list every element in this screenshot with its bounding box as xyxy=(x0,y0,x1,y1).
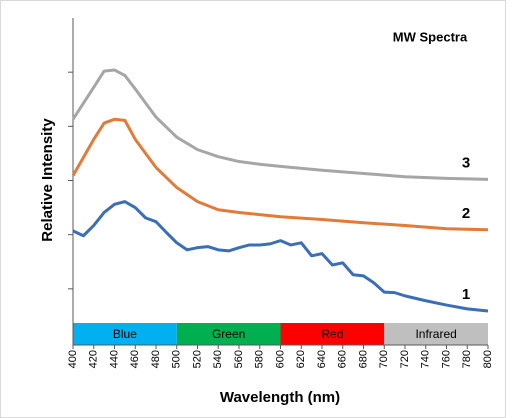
x-tick-label: 400 xyxy=(67,350,79,368)
spectrum-band xyxy=(73,323,177,345)
spectrum-band xyxy=(384,323,488,345)
x-axis-label: Wavelength (nm) xyxy=(220,389,340,406)
x-tick-label: 780 xyxy=(461,350,473,368)
chart-title: MW Spectra xyxy=(393,29,468,44)
x-tick-label: 540 xyxy=(212,350,224,368)
x-tick-label: 800 xyxy=(482,350,494,368)
band-label: Infrared xyxy=(415,327,456,341)
x-tick-label: 640 xyxy=(316,350,328,368)
series-line xyxy=(72,200,489,313)
x-tick-label: 560 xyxy=(233,350,245,368)
band-label: Red xyxy=(321,327,343,341)
series-line xyxy=(71,68,489,181)
x-tick-label: 480 xyxy=(150,350,162,368)
x-tick-label: 760 xyxy=(440,350,452,368)
x-tick-label: 420 xyxy=(88,350,100,368)
series-label: 3 xyxy=(462,154,470,171)
band-label: Green xyxy=(212,327,245,341)
x-tick-label: 500 xyxy=(171,350,183,368)
series-line xyxy=(71,117,489,232)
series-label: 1 xyxy=(462,286,470,303)
x-tick-label: 620 xyxy=(295,350,307,368)
spectrum-band xyxy=(280,323,385,345)
x-tick-label: 440 xyxy=(108,350,120,368)
x-tick-label: 720 xyxy=(399,350,411,368)
series-label: 2 xyxy=(462,205,470,222)
x-tick-label: 600 xyxy=(274,350,286,368)
x-tick-label: 580 xyxy=(254,350,266,368)
x-tick-label: 700 xyxy=(378,350,390,368)
spectrum-band xyxy=(176,323,281,345)
x-tick-label: 520 xyxy=(191,350,203,368)
x-tick-label: 460 xyxy=(129,350,141,368)
x-tick-label: 680 xyxy=(357,350,369,368)
x-tick-label: 660 xyxy=(337,350,349,368)
y-axis-label: Relative Intensity xyxy=(39,118,56,242)
x-tick-label: 740 xyxy=(420,350,432,368)
band-label: Blue xyxy=(113,327,137,341)
chart-frame xyxy=(0,0,506,418)
